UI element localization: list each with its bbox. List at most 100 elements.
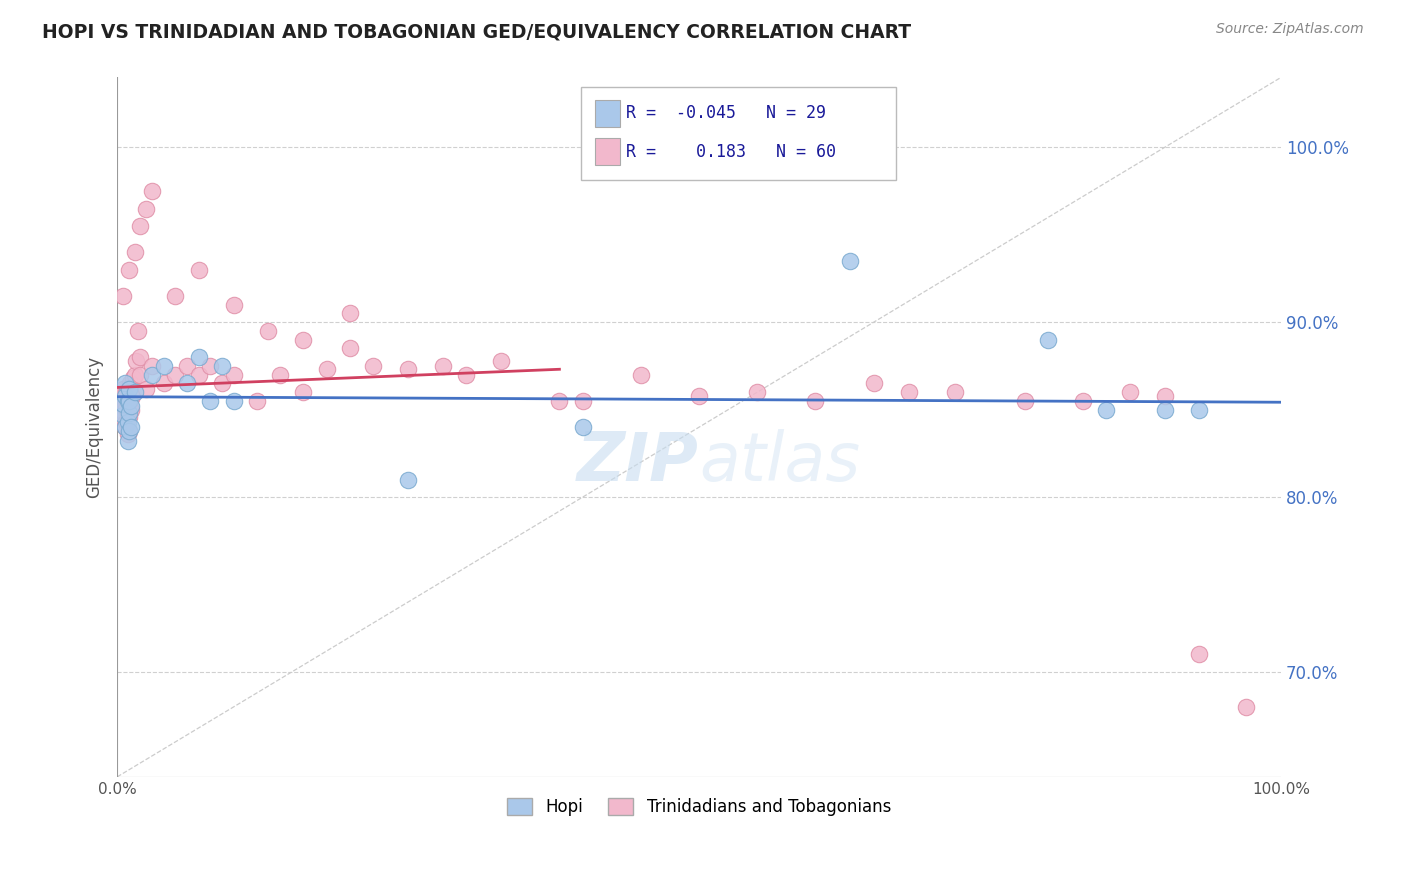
- Point: [246, 393, 269, 408]
- Text: R =    0.183   N = 60: R = 0.183 N = 60: [626, 143, 835, 161]
- Point: [114, 420, 136, 434]
- Point: [112, 392, 135, 407]
- Point: [118, 409, 141, 424]
- Point: [222, 298, 245, 312]
- Point: [125, 353, 148, 368]
- Point: [112, 406, 135, 420]
- Point: [117, 406, 139, 420]
- Point: [120, 402, 142, 417]
- Point: [432, 359, 454, 373]
- Point: [124, 245, 146, 260]
- Point: [141, 368, 163, 382]
- Point: [222, 368, 245, 382]
- Point: [361, 359, 384, 373]
- Point: [200, 393, 222, 408]
- Point: [124, 368, 146, 382]
- Point: [943, 385, 966, 400]
- Point: [114, 399, 136, 413]
- Point: [118, 424, 141, 438]
- Legend: Hopi, Trinidadians and Tobagonians: Hopi, Trinidadians and Tobagonians: [499, 789, 900, 824]
- Point: [110, 402, 132, 417]
- Point: [548, 393, 571, 408]
- Point: [118, 393, 141, 408]
- Point: [1038, 333, 1060, 347]
- Point: [1095, 402, 1118, 417]
- Point: [117, 427, 139, 442]
- Point: [1153, 389, 1175, 403]
- Point: [110, 389, 132, 403]
- Point: [339, 342, 361, 356]
- Point: [117, 415, 139, 429]
- Point: [292, 385, 315, 400]
- Point: [141, 359, 163, 373]
- Point: [118, 262, 141, 277]
- Point: [152, 359, 174, 373]
- Point: [122, 371, 145, 385]
- Y-axis label: GED/Equivalency: GED/Equivalency: [86, 356, 103, 499]
- Point: [135, 382, 157, 396]
- Point: [211, 359, 233, 373]
- Point: [176, 359, 198, 373]
- Point: [630, 368, 652, 382]
- Point: [222, 393, 245, 408]
- Point: [165, 368, 187, 382]
- Text: Source: ZipAtlas.com: Source: ZipAtlas.com: [1216, 22, 1364, 37]
- Point: [118, 382, 141, 396]
- Point: [129, 219, 152, 233]
- Point: [129, 368, 152, 382]
- Point: [152, 376, 174, 391]
- Point: [118, 406, 141, 420]
- Point: [115, 415, 138, 429]
- Point: [292, 333, 315, 347]
- Point: [1118, 385, 1140, 400]
- Point: [118, 424, 141, 438]
- Point: [1188, 648, 1211, 662]
- Point: [111, 408, 134, 422]
- Point: [897, 385, 920, 400]
- Point: [839, 254, 862, 268]
- Point: [111, 382, 134, 396]
- Point: [114, 420, 136, 434]
- Point: [1071, 393, 1094, 408]
- Point: [127, 324, 149, 338]
- Point: [571, 393, 593, 408]
- Point: [129, 350, 152, 364]
- Text: ZIP: ZIP: [578, 429, 699, 495]
- Point: [396, 362, 419, 376]
- Point: [117, 434, 139, 449]
- Point: [117, 393, 139, 408]
- Point: [187, 350, 209, 364]
- Point: [121, 389, 143, 403]
- Point: [114, 376, 136, 391]
- Point: [269, 368, 291, 382]
- Point: [1234, 700, 1257, 714]
- Point: [114, 389, 136, 403]
- Text: atlas: atlas: [699, 429, 860, 495]
- Point: [120, 420, 142, 434]
- Point: [124, 385, 146, 400]
- Text: R =  -0.045   N = 29: R = -0.045 N = 29: [626, 104, 825, 122]
- Point: [804, 393, 827, 408]
- Point: [187, 368, 209, 382]
- Point: [111, 397, 134, 411]
- Point: [1014, 393, 1036, 408]
- Point: [115, 401, 138, 415]
- Point: [115, 385, 138, 400]
- Point: [111, 411, 134, 425]
- Point: [176, 376, 198, 391]
- Point: [688, 389, 710, 403]
- Point: [862, 376, 884, 391]
- Point: [456, 368, 478, 382]
- Point: [200, 359, 222, 373]
- Point: [187, 262, 209, 277]
- Point: [111, 393, 134, 408]
- Point: [165, 289, 187, 303]
- Point: [339, 306, 361, 320]
- Text: HOPI VS TRINIDADIAN AND TOBAGONIAN GED/EQUIVALENCY CORRELATION CHART: HOPI VS TRINIDADIAN AND TOBAGONIAN GED/E…: [42, 22, 911, 41]
- Point: [315, 362, 337, 376]
- Point: [141, 184, 163, 198]
- Point: [571, 420, 593, 434]
- Point: [211, 376, 233, 391]
- Point: [118, 393, 141, 408]
- Point: [120, 399, 142, 413]
